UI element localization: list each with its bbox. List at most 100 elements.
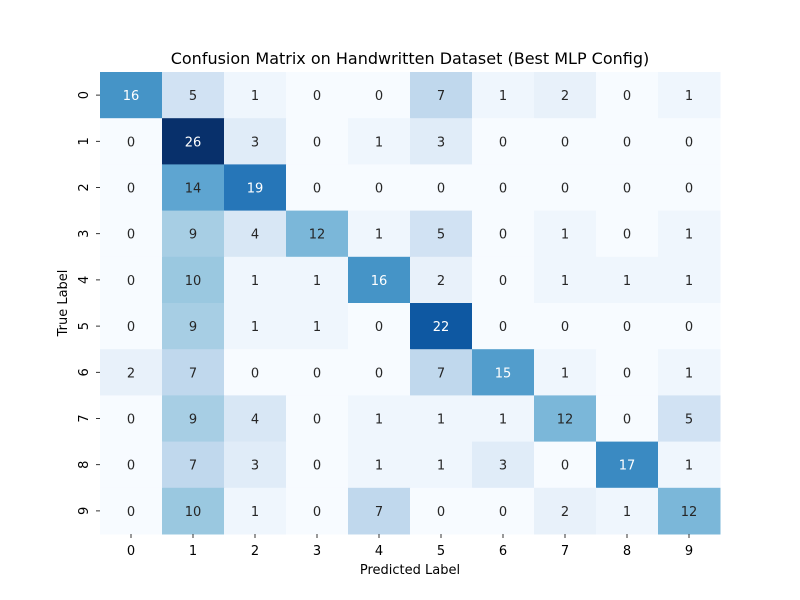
heatmap-cell-1-5 (410, 118, 473, 165)
heatmap-cell-0-8 (596, 72, 659, 119)
cell-value-7-5: 1 (437, 413, 445, 428)
cell-value-8-7: 0 (561, 459, 569, 474)
y-tick-label-3: 3 (77, 230, 92, 238)
heatmap-cell-1-1 (162, 118, 225, 165)
cell-value-9-6: 0 (499, 505, 507, 520)
heatmap-cell-8-5 (410, 441, 473, 489)
heatmap-cell-2-0 (100, 164, 163, 212)
heatmap-cell-5-0 (100, 303, 163, 350)
cell-value-2-8: 0 (623, 182, 631, 197)
cell-value-7-6: 1 (499, 413, 507, 428)
heatmap-cell-7-7 (534, 395, 597, 443)
cell-value-0-2: 1 (251, 89, 259, 104)
cell-value-6-8: 0 (623, 366, 631, 381)
heatmap-cell-2-6 (472, 164, 535, 212)
cell-value-4-4: 16 (371, 274, 388, 289)
cell-value-8-8: 17 (619, 459, 636, 474)
heatmap-cell-0-3 (286, 72, 349, 119)
heatmap-cell-8-8 (596, 441, 659, 489)
heatmap-cell-4-7 (534, 256, 597, 304)
y-tick-label-9: 9 (77, 507, 92, 515)
cell-value-0-0: 16 (123, 89, 140, 104)
heatmap-cell-5-8 (596, 303, 659, 350)
heatmap-cell-4-0 (100, 256, 163, 304)
cell-value-2-5: 0 (437, 182, 445, 197)
x-tick-label-3: 3 (313, 544, 321, 559)
heatmap-cell-7-5 (410, 395, 473, 443)
x-axis-label: Predicted Label (360, 563, 460, 578)
cell-value-4-5: 2 (437, 274, 445, 289)
heatmap-cell-5-1 (162, 303, 225, 350)
y-tick-label-4: 4 (77, 276, 92, 284)
cell-value-6-2: 0 (251, 366, 259, 381)
heatmap-cell-8-4 (348, 441, 411, 489)
cell-value-2-1: 14 (185, 182, 202, 197)
heatmap-cell-3-2 (224, 210, 287, 258)
heatmap-cell-2-1 (162, 164, 225, 212)
heatmap-cell-0-5 (410, 72, 473, 119)
cell-value-1-5: 3 (437, 135, 445, 150)
cell-value-6-6: 15 (495, 366, 512, 381)
cell-value-5-5: 22 (433, 320, 450, 335)
heatmap-cell-6-9 (658, 349, 721, 396)
cell-value-3-1: 9 (189, 228, 197, 243)
heatmap-cell-7-2 (224, 395, 287, 443)
y-axis-ticks: 0 1 2 3 4 5 6 7 8 9 (77, 91, 100, 515)
heatmap-cell-6-5 (410, 349, 473, 396)
heatmap-cell-9-1 (162, 487, 225, 535)
cell-value-6-0: 2 (127, 366, 135, 381)
cell-value-0-6: 1 (499, 89, 507, 104)
heatmap-cell-5-6 (472, 303, 535, 350)
heatmap-cell-6-8 (596, 349, 659, 396)
heatmap-cell-2-9 (658, 164, 721, 212)
cell-value-2-2: 19 (247, 182, 264, 197)
cell-value-3-0: 0 (127, 228, 135, 243)
heatmap-cell-6-4 (348, 349, 411, 396)
cell-value-1-2: 3 (251, 135, 259, 150)
cell-value-0-9: 1 (685, 89, 693, 104)
cell-value-3-6: 0 (499, 228, 507, 243)
heatmap-cell-5-4 (348, 303, 411, 350)
cell-value-4-9: 1 (685, 274, 693, 289)
x-tick-label-2: 2 (251, 544, 259, 559)
heatmap-cell-3-3 (286, 210, 349, 258)
cell-value-0-1: 5 (189, 89, 197, 104)
cell-value-8-6: 3 (499, 459, 507, 474)
heatmap-cells: 16 5 1 0 0 7 1 2 0 10 26 3 0 1 3 0 0 0 00 14 19 0 0 0 0 0 0 00 9 4 12 1… (100, 72, 721, 535)
cell-value-5-1: 9 (189, 320, 197, 335)
cell-value-8-2: 3 (251, 459, 259, 474)
cell-value-3-8: 0 (623, 228, 631, 243)
heatmap-cell-1-4 (348, 118, 411, 165)
cell-value-8-9: 1 (685, 459, 693, 474)
heatmap-cell-5-3 (286, 303, 349, 350)
cell-value-1-4: 1 (375, 135, 383, 150)
heatmap-cell-4-2 (224, 256, 287, 304)
cell-value-0-8: 0 (623, 89, 631, 104)
cell-value-7-7: 12 (557, 413, 574, 428)
cell-value-2-0: 0 (127, 182, 135, 197)
cell-value-9-9: 12 (681, 505, 698, 520)
cell-value-8-5: 1 (437, 459, 445, 474)
heatmap-cell-5-7 (534, 303, 597, 350)
heatmap-cell-2-7 (534, 164, 597, 212)
heatmap-cell-8-7 (534, 441, 597, 489)
cell-value-7-0: 0 (127, 413, 135, 428)
heatmap-cell-7-1 (162, 395, 225, 443)
cell-value-2-6: 0 (499, 182, 507, 197)
x-tick-label-7: 7 (561, 544, 569, 559)
cell-value-0-7: 2 (561, 89, 569, 104)
cell-value-8-3: 0 (313, 459, 321, 474)
heatmap-cell-3-0 (100, 210, 163, 258)
heatmap-cell-3-8 (596, 210, 659, 258)
cell-value-6-3: 0 (313, 366, 321, 381)
cell-value-9-5: 0 (437, 505, 445, 520)
heatmap-cell-4-3 (286, 256, 349, 304)
y-tick-label-5: 5 (77, 322, 92, 330)
heatmap-cell-9-4 (348, 487, 411, 535)
chart-title: Confusion Matrix on Handwritten Dataset … (171, 49, 650, 68)
cell-value-7-2: 4 (251, 413, 259, 428)
y-tick-label-0: 0 (77, 91, 92, 99)
cell-value-5-8: 0 (623, 320, 631, 335)
y-axis-label: True Label (56, 270, 71, 338)
